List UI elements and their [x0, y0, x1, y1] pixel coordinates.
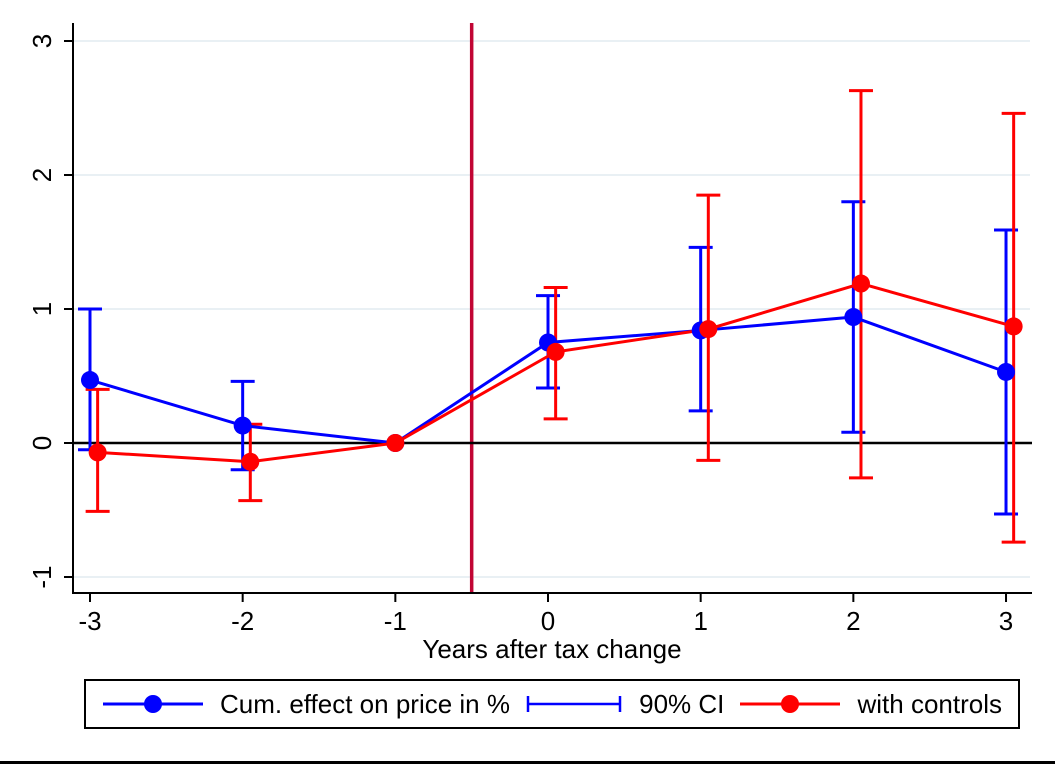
- x-tick-label--2: -2: [231, 606, 254, 636]
- x-tick-label--1: -1: [384, 606, 407, 636]
- data-point-marker-0-5: [844, 308, 863, 327]
- x-tick-label-1: 1: [693, 606, 707, 636]
- blue-line-marker-icon: [103, 695, 203, 713]
- legend-item-cum-effect: Cum. effect on price in %: [102, 689, 510, 720]
- x-tick-label-2: 2: [846, 606, 860, 636]
- legend-item-ci: 90% CI: [525, 689, 724, 720]
- data-point-marker-1-2: [386, 434, 405, 452]
- y-tick-label-1: 1: [27, 302, 57, 316]
- bottom-border-line: [0, 761, 1055, 764]
- data-point-marker-0-6: [997, 362, 1016, 381]
- data-point-marker-1-0: [88, 443, 107, 462]
- x-tick-label--3: -3: [78, 606, 101, 636]
- y-tick-label--1: -1: [27, 565, 57, 588]
- x-tick-label-3: 3: [999, 606, 1013, 636]
- data-point-marker-1-6: [1004, 317, 1023, 336]
- red-line-marker-icon: [740, 695, 841, 713]
- data-point-marker-0-1: [233, 416, 252, 435]
- x-axis-title: Years after tax change: [422, 634, 681, 664]
- data-point-marker-1-3: [546, 342, 565, 361]
- y-tick-label-3: 3: [27, 34, 57, 48]
- y-tick-label-2: 2: [27, 168, 57, 182]
- data-point-marker-1-1: [241, 452, 260, 471]
- legend-label-with-controls: with controls: [857, 688, 1002, 719]
- legend-label-cum-effect: Cum. effect on price in %: [220, 688, 510, 719]
- plot-area: -1 0 1 2 3 -3 -2 -1 0 1 2 3 Years after tax change: [27, 23, 1032, 664]
- data-point-marker-1-5: [851, 274, 870, 293]
- legend-label-ci: 90% CI: [639, 688, 725, 719]
- error-bar-icon: [526, 696, 622, 712]
- y-tick-label-0: 0: [27, 436, 57, 450]
- legend-item-with-controls: with controls: [739, 689, 1002, 720]
- legend: Cum. effect on price in % 90% CI with co…: [84, 679, 1020, 729]
- data-point-marker-1-4: [699, 320, 718, 339]
- data-point-marker-0-0: [81, 371, 99, 390]
- x-tick-label-0: 0: [541, 606, 555, 636]
